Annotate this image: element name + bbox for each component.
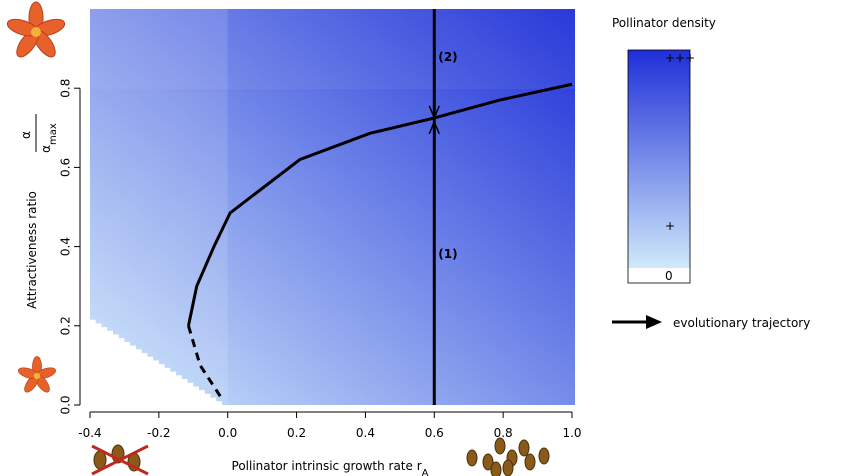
y-tick-label: 0.8 <box>59 79 73 98</box>
arrowhead-up <box>428 119 440 135</box>
bee-icons <box>466 437 550 476</box>
arrowhead-down <box>428 105 440 120</box>
y-tick-label: 0.4 <box>59 237 73 256</box>
colorbar-label: +++ <box>665 51 695 65</box>
annotation: (2) <box>438 50 457 64</box>
colorbar-frame <box>627 49 691 284</box>
y-tick-label: 0.0 <box>59 395 73 414</box>
bee-icons-crossed <box>91 444 149 476</box>
no-pollinator-region <box>90 316 228 405</box>
x-tick-label: 0.2 <box>287 426 306 440</box>
colorbar-label: + <box>665 219 675 233</box>
x-tick-label: 0.8 <box>494 426 513 440</box>
equilibrium-curve <box>186 82 573 327</box>
y-axis-label-denominator: αmax <box>39 123 59 153</box>
x-axis-label-sub: A <box>422 468 429 476</box>
colorbar <box>628 50 690 268</box>
x-axis-label: Pollinator intrinsic growth rate rA <box>232 459 429 476</box>
annotation: (1) <box>438 247 457 261</box>
y-tick-label: 0.6 <box>59 158 73 177</box>
y-tick-label: 0.2 <box>59 316 73 335</box>
y-axis-label-text: Attractiveness ratio <box>25 191 39 309</box>
x-tick-label: -0.4 <box>78 426 101 440</box>
colorbar-title: Pollinator density <box>612 16 716 30</box>
heatmap <box>90 9 575 405</box>
heatmap-region-top <box>90 9 575 89</box>
x-tick-label: -0.2 <box>147 426 170 440</box>
legend-label: evolutionary trajectory <box>673 316 810 330</box>
colorbar-zero <box>628 268 690 283</box>
colorbar-label: 0 <box>665 269 673 283</box>
x-tick-label: 1.0 <box>562 426 581 440</box>
x-tick-label: 0.4 <box>356 426 375 440</box>
y-axis-label-sub: max <box>48 123 59 145</box>
y-axis-label-numerator: α <box>19 131 33 139</box>
plot <box>90 9 575 405</box>
x-tick-label: 0.6 <box>425 426 444 440</box>
flower-icon <box>6 1 66 58</box>
x-tick-label: 0.0 <box>218 426 237 440</box>
flower-icon <box>18 356 56 393</box>
legend-arrow <box>612 315 662 329</box>
